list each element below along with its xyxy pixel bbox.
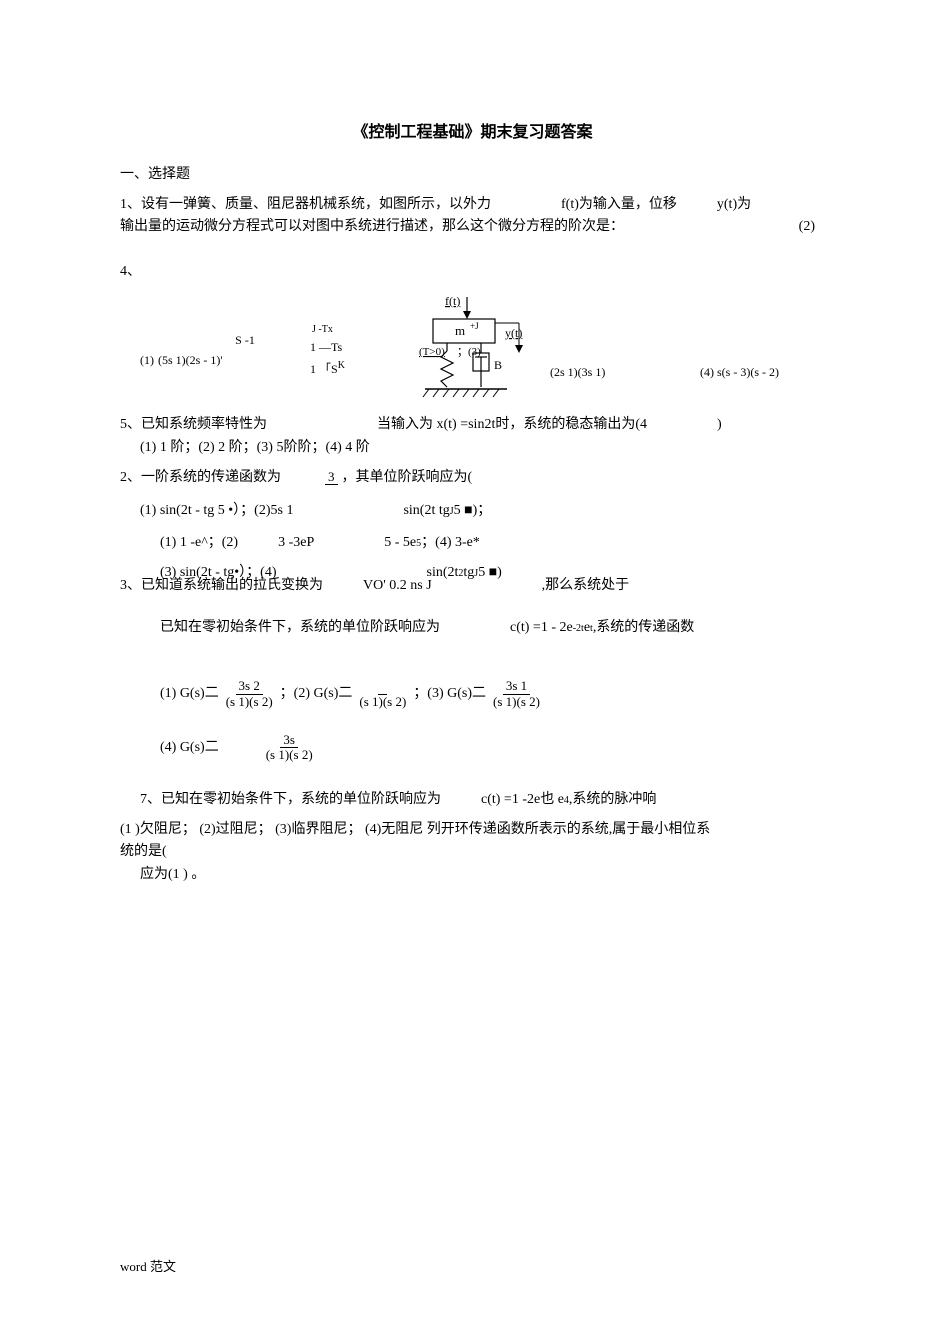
gs-options: (1) G(s)二 3s 2 (s 1)(s 2) ；(2) G(s)二 (s …	[160, 679, 825, 762]
row4-mid-den: 1 「S	[310, 362, 338, 376]
q2-frac: 3	[325, 470, 338, 500]
gs-f3: 3s 1 (s 1)(s 2)	[490, 679, 543, 709]
q2-row-b-1: (1) 1 -e^；(2)	[160, 532, 238, 554]
gs-p1: (1) G(s)二	[160, 683, 219, 705]
damp-line1: (1 )欠阻尼； (2)过阻尼； (3)临界阻尼； (4)无阻尼 列开环传递函数…	[120, 819, 825, 841]
svg-text:m: m	[455, 323, 465, 338]
gs-f4-den: (s 1)(s 2)	[263, 748, 316, 762]
gs-p2: ；(2) G(s)二	[280, 683, 353, 705]
svg-text:；(3): ；(3)	[457, 346, 481, 358]
q2-frac-den	[327, 485, 336, 499]
diagram-row: S -1 (1) (5s 1)(2s - 1)' J -Tx 1 —Ts 1 「…	[120, 293, 825, 408]
gs-f2: (s 1)(s 2)	[356, 679, 409, 709]
page-title: 《控制工程基础》期末复习题答案	[120, 120, 825, 146]
q2-opts-a: (1) sin(2t - tg 5 •）；(2)5s 1	[140, 500, 293, 522]
question-5: 5、已知系统频率特性为 当输入为 x(t) =sin2t时，系统的稳态输出为(4…	[120, 414, 825, 459]
q1-answer: (2)	[799, 216, 815, 238]
gs-f1-num: 3s 2	[236, 679, 263, 694]
q1-f: f(t)为输入量，位移	[561, 194, 677, 216]
q7-t1: 7、已知在零初始条件下，系统的单位阶跃响应为	[140, 789, 441, 811]
q6-t1: 已知在零初始条件下，系统的单位阶跃响应为	[160, 617, 440, 639]
q2-row-b-4: ；(4) 3-e*	[421, 532, 480, 554]
q2-rest: ，其单位阶跃响应为(	[342, 467, 473, 489]
svg-text:f(t): f(t)	[445, 294, 460, 308]
q3-tail: ,那么系统处于	[542, 575, 630, 597]
section-header: 一、选择题	[120, 164, 825, 186]
q2-opts-a-right: sin(2t tg	[403, 500, 449, 522]
q5-text: 5、已知系统频率特性为	[120, 414, 267, 436]
q2-opts-a-tail: 5 ■)；	[454, 500, 492, 522]
q6-t2: c(t) =1 - 2e	[510, 617, 573, 639]
q5-row2: (1) 1 阶；(2) 2 阶；(3) 5阶阶；(4) 4 阶	[140, 437, 370, 459]
q1-text-b: 输出量的运动微分方程式可以对图中系统进行描述，那么这个微分方程的阶次是：	[120, 216, 624, 238]
damp-line2: 统的是(	[120, 841, 825, 863]
q2-text: 2、一阶系统的传递函数为	[120, 467, 281, 489]
question-3: 3、已知道系统输出的拉氏变换为 VO' 0.2 ns J ,那么系统处于	[120, 575, 825, 597]
q2-row-b-3: 5 - 5e	[384, 532, 416, 554]
footer: word 范文	[120, 1257, 176, 1278]
svg-text:B: B	[494, 358, 502, 372]
q6-t3: ,系统的传递函数	[593, 617, 695, 639]
row4-mid-sup: J -Tx	[312, 322, 395, 338]
gs-f2-den: (s 1)(s 2)	[356, 695, 409, 709]
q4-label: 4、	[120, 264, 141, 279]
gs-f2-num	[378, 679, 387, 694]
row4-opt1-den: (5s 1)(2s - 1)'	[158, 351, 222, 370]
q5-right: 当输入为 x(t) =sin2t时，系统的稳态输出为(4	[377, 414, 647, 436]
gs-f3-den: (s 1)(s 2)	[490, 695, 543, 709]
question-1: 1、设有一弹簧、质量、阻尼器机械系统，如图所示，以外力 f(t)为输入量，位移 …	[120, 194, 825, 239]
row4-opt3: (2s 1)(3s 1)	[550, 319, 670, 382]
q2-row-b-2: 3 -3eP	[278, 532, 314, 554]
row4-mid-num: 1 —Ts	[310, 338, 395, 357]
row4-opt1-pre: (1)	[140, 351, 154, 370]
question-7: 7、已知在零初始条件下，系统的单位阶跃响应为 c(t) =1 -2e也 e4 ,…	[140, 789, 825, 811]
gs-f3-num: 3s 1	[503, 679, 530, 694]
q5-paren: )	[717, 414, 722, 436]
question-2: 2、一阶系统的传递函数为 3 ，其单位阶跃响应为( (1) sin(2t - t…	[120, 467, 825, 585]
gs-p3: ；(3) G(s)二	[413, 683, 486, 705]
damping-options: (1 )欠阻尼； (2)过阻尼； (3)临界阻尼； (4)无阻尼 列开环传递函数…	[120, 819, 825, 886]
row4-opt4: (4) s(s - 3)(s - 2)	[670, 319, 779, 382]
q3-text: 3、已知道系统输出的拉氏变换为	[120, 575, 323, 597]
gs-p4: (4) G(s)二	[160, 737, 219, 759]
q3-mid: VO' 0.2 ns J	[363, 575, 432, 597]
q7-t2: c(t) =1 -2e也 e	[481, 789, 564, 811]
q2-frac-num: 3	[325, 470, 338, 485]
svg-text:+J: +J	[470, 321, 479, 331]
svg-text:y(t): y(t)	[505, 326, 522, 340]
gs-f4-num: 3s	[280, 733, 298, 748]
mechanical-diagram: f(t) m +J y(t) (T>0) ；(3) B	[395, 293, 550, 408]
q4-label-row: 4、	[120, 261, 825, 283]
row4-mid-k: K	[338, 360, 345, 371]
ans-line: 应为(1 ) 。	[140, 864, 825, 886]
gs-f1: 3s 2 (s 1)(s 2)	[223, 679, 276, 709]
q1-y: y(t)为	[717, 194, 751, 216]
q6-t2-sup: -2t	[573, 621, 584, 637]
q7-t3: ,系统的脉冲响	[569, 789, 657, 811]
q6-line: 已知在零初始条件下，系统的单位阶跃响应为 c(t) =1 - 2e-2t et …	[160, 617, 825, 639]
row4-opt1-num: S -1	[180, 331, 310, 350]
q1-text-a: 1、设有一弹簧、质量、阻尼器机械系统，如图所示，以外力	[120, 194, 491, 216]
gs-f1-den: (s 1)(s 2)	[223, 695, 276, 709]
gs-f4: 3s (s 1)(s 2)	[263, 733, 316, 763]
